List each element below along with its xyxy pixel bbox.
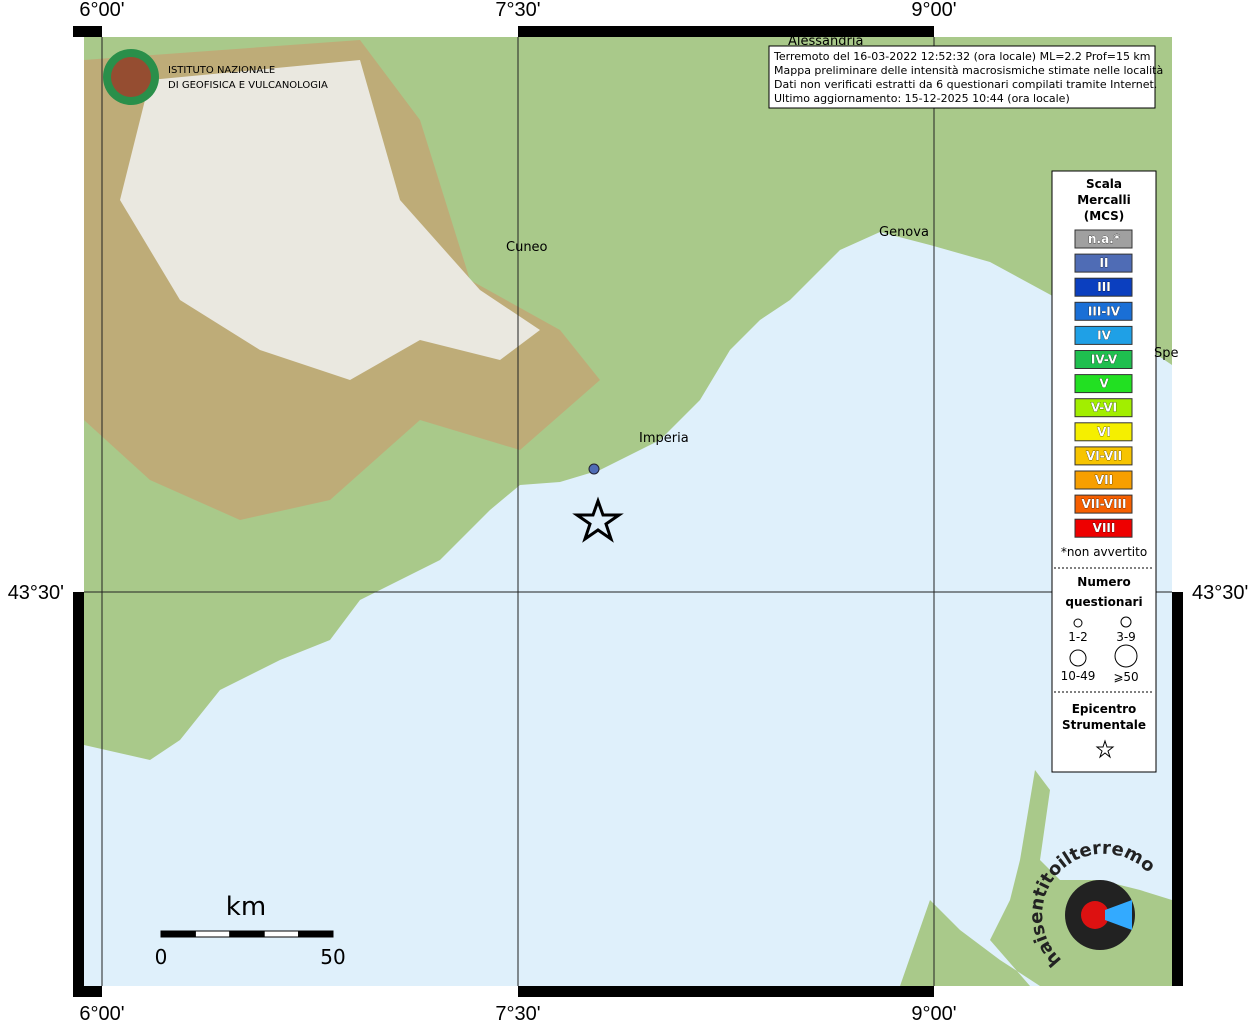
- legend-swatch: [1074, 277, 1133, 297]
- place-name: Genova: [879, 225, 929, 240]
- high-alps: [120, 60, 540, 380]
- lon-label: 7°30': [495, 1003, 540, 1024]
- legend-swatch: [1074, 470, 1133, 490]
- legend-swatch: [1074, 301, 1133, 321]
- legend-size: [1114, 644, 1138, 668]
- legend-size-label: 3-9: [1116, 630, 1136, 644]
- legend-label: VI: [1097, 425, 1111, 439]
- legend-swatch: [1074, 398, 1133, 418]
- legend-label: VII-VIII: [1081, 497, 1126, 511]
- brand-logo-center: [1081, 901, 1109, 929]
- place-name: Alessandria: [788, 34, 863, 49]
- place-name: Imperia: [639, 431, 689, 446]
- frame-segment: [934, 986, 1183, 997]
- legend-size-label: 1-2: [1068, 630, 1088, 644]
- lon-label: 6°00': [79, 1003, 124, 1024]
- scale-unit: km: [226, 892, 266, 922]
- info-line: Terremoto del 16-03-2022 12:52:32 (ora l…: [773, 50, 1151, 63]
- legend-title: Mercalli: [1077, 193, 1131, 207]
- frame-segment: [518, 26, 934, 37]
- legend-title: Numero: [1077, 575, 1130, 589]
- legend-label: n.a.*: [1088, 232, 1121, 246]
- info-box: [768, 45, 1156, 109]
- legend-note: *non avvertito: [1061, 545, 1147, 559]
- legend-swatch: [1074, 446, 1133, 466]
- legend-swatch: [1074, 325, 1133, 345]
- frame-segment: [518, 986, 934, 997]
- brand-logo-wave: [1105, 900, 1132, 930]
- lon-label: 9°00': [911, 1003, 956, 1024]
- legend-title: Epicentro: [1072, 702, 1137, 716]
- legend-label: II: [1100, 256, 1109, 270]
- legend-label: V-VI: [1091, 401, 1117, 415]
- legend-swatch: [1074, 518, 1133, 538]
- info-line: Mappa preliminare delle intensità macros…: [774, 64, 1163, 77]
- legend-title: Scala: [1086, 177, 1122, 191]
- frame-segment: [73, 37, 84, 592]
- legend-title: Strumentale: [1062, 718, 1146, 732]
- legend-swatch: [1074, 374, 1133, 394]
- legend-size-label: 10-49: [1061, 669, 1096, 683]
- legend-label: III: [1097, 280, 1110, 294]
- legend-swatch: [1074, 422, 1133, 442]
- legend-label: III-IV: [1088, 304, 1121, 318]
- scale-segment: [263, 930, 300, 938]
- legend-label: IV: [1097, 328, 1111, 342]
- legend-label: IV-V: [1091, 353, 1118, 367]
- logo-text: DI GEOFISICA E VULCANOLOGIA: [168, 80, 328, 91]
- scale-label: 0: [155, 945, 168, 969]
- legend-size: [1120, 616, 1132, 628]
- frame-segment: [1172, 37, 1183, 592]
- scale-label: 50: [320, 945, 345, 969]
- legend-size: [1073, 618, 1083, 628]
- lat-label: 43°30': [1192, 582, 1248, 604]
- place-name: Cuneo: [506, 240, 548, 255]
- legend-label: VII: [1095, 473, 1113, 487]
- frame-segment: [934, 26, 1183, 37]
- info-line: Dati non verificati estratti da 6 questi…: [774, 78, 1157, 91]
- scale-segment: [298, 930, 334, 938]
- lon-label: 6°00': [79, 0, 124, 21]
- frame-segment: [73, 592, 84, 986]
- ingv-logo-inner: [111, 57, 151, 97]
- legend-swatch: [1074, 253, 1133, 273]
- place-name: Spe: [1154, 346, 1179, 361]
- frame-segment: [102, 26, 518, 37]
- intensity-point: [588, 463, 600, 475]
- frame-segment: [102, 986, 518, 997]
- frame-segment: [1172, 592, 1183, 986]
- logo-text: ISTITUTO NAZIONALE: [168, 65, 275, 76]
- legend-label: VIII: [1093, 521, 1116, 535]
- scale-segment: [194, 930, 231, 938]
- epicenter-star: [572, 496, 624, 543]
- legend-size-label: ⩾50: [1113, 670, 1138, 684]
- lon-label: 9°00': [911, 0, 956, 21]
- scale-segment: [160, 930, 196, 938]
- legend-title: questionari: [1065, 595, 1142, 609]
- scale-segment: [229, 930, 265, 938]
- frame-segment: [73, 986, 102, 997]
- info-line: Ultimo aggiornamento: 15-12-2025 10:44 (…: [774, 92, 1070, 105]
- legend-swatch: [1074, 350, 1133, 369]
- legend-swatch: [1074, 229, 1133, 249]
- frame-segment: [73, 26, 102, 37]
- legend-size: [1069, 649, 1087, 667]
- graticule: [84, 37, 1172, 986]
- legend-label: V: [1099, 377, 1109, 391]
- lat-label: 43°30': [8, 582, 64, 604]
- legend-swatch: [1074, 494, 1133, 514]
- legend-title: (MCS): [1084, 209, 1125, 223]
- lon-label: 7°30': [495, 0, 540, 21]
- legend-label: VI-VII: [1086, 449, 1122, 463]
- legend-star: [1095, 739, 1115, 759]
